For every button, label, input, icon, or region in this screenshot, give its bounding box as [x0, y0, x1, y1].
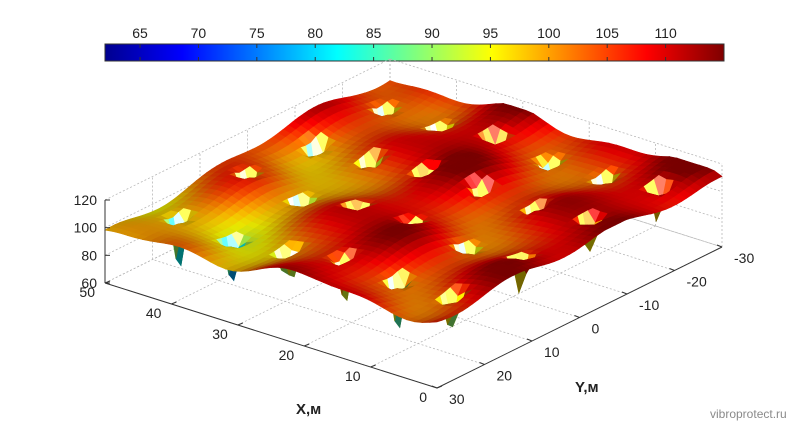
- y-axis-title: Y,м: [575, 379, 599, 396]
- x-tick-mark: [171, 301, 177, 305]
- x-tick-mark: [237, 322, 243, 326]
- y-tick-label: 0: [592, 321, 600, 337]
- surface-plot: [104, 80, 723, 329]
- y-tick-mark: [574, 315, 580, 318]
- surface-patch: [429, 320, 443, 323]
- y-tick-mark: [479, 362, 485, 365]
- y-axis-ticks: 30 20 10 0 -10 -20 -30: [431, 244, 754, 407]
- grid-line: [370, 225, 656, 368]
- x-tick-mark: [304, 343, 310, 347]
- y-tick-mark: [621, 291, 628, 295]
- y-tick-label: 30: [449, 391, 465, 407]
- x-tick-label: 20: [279, 347, 295, 363]
- x-tick-label: 50: [79, 284, 95, 300]
- colorbar-strip: [104, 43, 725, 62]
- y-tick-label: 20: [497, 368, 513, 384]
- site-credit: vibroprotect.ru: [710, 407, 787, 421]
- x-tick-mark: [436, 385, 443, 389]
- colorbar-tick-label: 65: [132, 25, 148, 41]
- colorbar: 65 70 75 80 85 90 95 100 105 110: [104, 25, 725, 62]
- z-tick-label: 80: [81, 247, 97, 263]
- z-tick-label: 100: [74, 220, 98, 236]
- x-tick-label: 30: [212, 326, 228, 342]
- colorbar-tick-label: 85: [366, 25, 382, 41]
- y-tick-label: -30: [734, 250, 754, 266]
- y-tick-label: -10: [639, 297, 659, 313]
- y-tick-label: -20: [687, 274, 707, 290]
- x-tick-mark: [370, 364, 376, 368]
- y-tick-label: 10: [544, 344, 560, 360]
- colorbar-tick-label: 80: [307, 25, 323, 41]
- x-axis-line: [104, 282, 438, 389]
- colorbar-tick-label: 70: [191, 25, 207, 41]
- z-tick-label: 120: [74, 192, 98, 208]
- colorbar-tick-label: 100: [537, 25, 561, 41]
- y-tick-mark: [431, 385, 438, 389]
- colorbar-ticks: 65 70 75 80 85 90 95 100 105 110: [132, 25, 677, 61]
- colorbar-tick-label: 105: [596, 25, 620, 41]
- x-axis-title: X,м: [296, 401, 321, 418]
- colorbar-tick-label: 75: [249, 25, 265, 41]
- y-tick-mark: [526, 338, 533, 342]
- z-axis-ticks: 60 80 100 120: [74, 192, 110, 291]
- z-tick-label: 60: [81, 275, 97, 291]
- y-tick-mark: [716, 244, 723, 248]
- x-axis-ticks: 0 10 20 30 40 50: [79, 280, 443, 405]
- colorbar-tick-label: 110: [654, 25, 677, 41]
- grid-line: [104, 58, 391, 201]
- x-tick-label: 0: [419, 389, 427, 405]
- colorbar-tick-label: 90: [424, 25, 440, 41]
- colorbar-tick-label: 95: [483, 25, 499, 41]
- y-tick-mark: [669, 268, 675, 271]
- x-tick-label: 10: [345, 368, 361, 384]
- x-tick-label: 40: [146, 305, 162, 321]
